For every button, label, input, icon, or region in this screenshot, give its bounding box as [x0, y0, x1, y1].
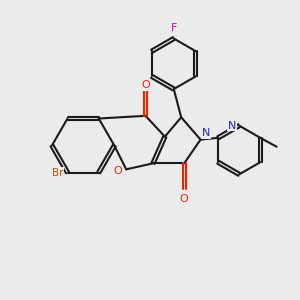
Text: F: F [171, 22, 177, 33]
Text: O: O [141, 80, 150, 90]
Text: O: O [113, 166, 122, 176]
Text: Br: Br [52, 168, 63, 178]
Text: N: N [202, 128, 210, 138]
Text: N: N [228, 121, 236, 130]
Text: O: O [180, 194, 189, 204]
